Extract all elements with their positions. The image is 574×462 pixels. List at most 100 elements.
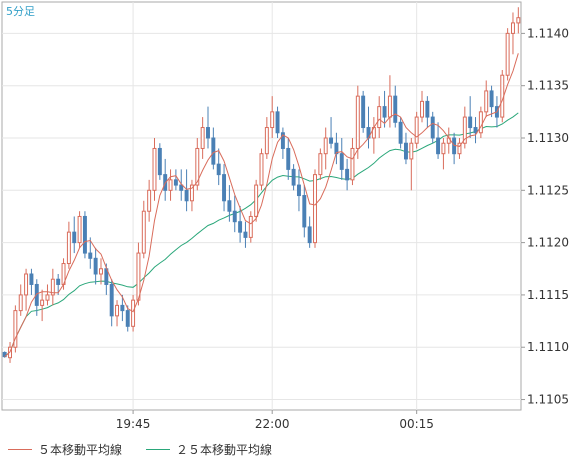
- candle-up: [505, 32, 510, 76]
- candle-down: [125, 310, 130, 327]
- candle-down: [211, 137, 216, 165]
- candle-down: [398, 121, 403, 144]
- candle-down: [222, 174, 227, 202]
- candle-up: [254, 184, 259, 217]
- candle-down: [120, 304, 125, 312]
- candle-up: [462, 116, 467, 144]
- candle-down: [72, 231, 77, 244]
- y-axis-ticks: 1.1140 1.1135 1.1130 1.1125 1.1120 1.1115 1.11…: [521, 26, 569, 407]
- candle-up: [18, 294, 23, 312]
- chart-legend: ５本移動平均線 ２５本移動平均線: [8, 441, 272, 458]
- candle-up: [313, 174, 317, 244]
- candle-down: [2, 351, 7, 358]
- candle-up: [259, 153, 264, 186]
- candle-down: [232, 210, 237, 223]
- candle-up: [168, 179, 173, 191]
- candle-down: [286, 147, 291, 170]
- legend-item-ma25: ２５本移動平均線: [146, 441, 272, 458]
- candle-up: [420, 100, 424, 118]
- candle-down: [93, 257, 98, 275]
- legend-label-ma25: ２５本移動平均線: [176, 443, 273, 457]
- grid-lines: [2, 2, 521, 410]
- y-tick-label: 1.1130: [527, 131, 569, 145]
- candle-up: [270, 111, 275, 129]
- legend-label-ma5: ５本移動平均線: [38, 443, 123, 457]
- candle-down: [329, 137, 334, 144]
- candle-down: [109, 283, 114, 317]
- candle-down: [275, 111, 280, 134]
- candle-down: [345, 168, 350, 181]
- x-axis-ticks: 19:45 22:00 00:15: [116, 410, 434, 431]
- candle-down: [307, 226, 312, 244]
- candle-up: [77, 215, 82, 244]
- candle-up: [377, 106, 382, 129]
- candle-up: [457, 142, 462, 155]
- candle-up: [441, 142, 446, 155]
- ma25-swatch: [146, 449, 171, 450]
- candle-up: [66, 231, 71, 265]
- candle-up: [248, 215, 253, 238]
- candle-up: [414, 116, 419, 144]
- timeframe-label: 5分足: [6, 5, 35, 18]
- candle-down: [430, 116, 435, 139]
- candles: [2, 7, 521, 363]
- candle-up: [264, 127, 269, 155]
- x-tick-label: 00:15: [399, 417, 434, 431]
- candle-down: [339, 153, 344, 170]
- candle-up: [323, 137, 328, 155]
- candle-down: [56, 278, 61, 285]
- candle-down: [382, 106, 387, 118]
- candle-down: [157, 147, 162, 176]
- candle-up: [45, 294, 50, 301]
- candle-up: [516, 17, 521, 24]
- candle-down: [468, 116, 473, 129]
- candle-up: [387, 95, 392, 118]
- y-tick-label: 1.1115: [527, 288, 569, 302]
- candle-down: [425, 100, 430, 118]
- candle-down: [216, 163, 221, 176]
- candle-up: [152, 147, 157, 191]
- candle-up: [13, 310, 18, 348]
- candle-down: [184, 189, 189, 202]
- ma5-swatch: [8, 449, 32, 450]
- candle-down: [34, 283, 39, 306]
- y-tick-label: 1.1105: [527, 393, 569, 407]
- candle-up: [318, 153, 323, 176]
- y-tick-label: 1.1110: [527, 340, 569, 354]
- candle-up: [115, 304, 120, 317]
- y-tick-label: 1.1125: [527, 183, 569, 197]
- candle-down: [238, 221, 243, 233]
- candle-up: [511, 22, 515, 34]
- y-tick-label: 1.1120: [527, 236, 569, 250]
- candle-down: [393, 95, 398, 123]
- candle-down: [361, 95, 366, 129]
- candle-up: [131, 299, 136, 327]
- candle-up: [478, 111, 483, 134]
- x-tick-label: 19:45: [116, 417, 151, 431]
- candle-down: [29, 273, 34, 285]
- candle-up: [409, 142, 414, 160]
- candle-down: [227, 200, 232, 212]
- y-tick-label: 1.1135: [527, 79, 569, 93]
- candle-down: [302, 195, 307, 228]
- candle-down: [82, 215, 87, 254]
- legend-item-ma5: ５本移動平均線: [8, 441, 122, 458]
- candle-down: [88, 252, 93, 259]
- candle-down: [296, 184, 301, 197]
- candle-down: [280, 132, 285, 149]
- candle-up: [147, 189, 152, 212]
- candle-up: [141, 210, 146, 254]
- candle-down: [243, 231, 248, 238]
- ma5-path: [4, 53, 519, 357]
- candle-up: [24, 273, 29, 296]
- candle-up: [484, 90, 489, 113]
- candle-down: [403, 142, 408, 160]
- candle-up: [136, 252, 141, 301]
- ma5-line: [4, 53, 519, 357]
- y-tick-label: 1.1140: [527, 26, 569, 40]
- candle-down: [206, 127, 210, 139]
- candle-up: [99, 268, 103, 275]
- candle-down: [179, 184, 184, 191]
- candle-down: [489, 90, 494, 108]
- candle-up: [189, 184, 194, 202]
